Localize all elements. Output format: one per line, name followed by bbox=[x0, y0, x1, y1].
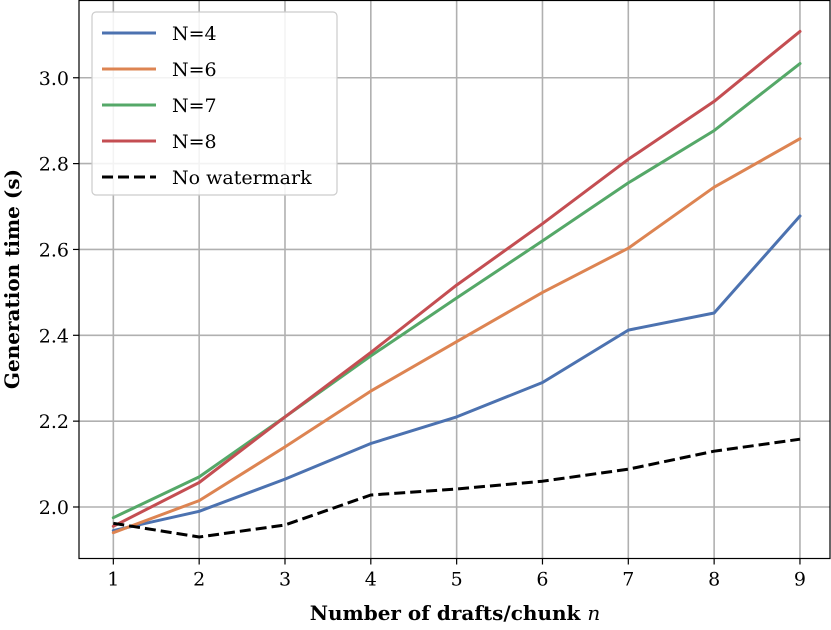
plot-area-frame bbox=[78, 0, 831, 560]
x-tick-label: 9 bbox=[794, 569, 806, 591]
y-axis-label: Generation time (s) bbox=[0, 169, 24, 389]
legend-label: N=4 bbox=[172, 23, 217, 45]
x-tick-label: 3 bbox=[279, 569, 291, 591]
gridlines bbox=[79, 0, 830, 559]
series-lines bbox=[111, 29, 802, 539]
legend-label: N=8 bbox=[172, 131, 217, 153]
y-tick-label: 2.0 bbox=[39, 497, 69, 519]
legend-label: N=6 bbox=[172, 59, 217, 81]
series-line-n-6 bbox=[111, 137, 802, 535]
x-tick-label: 7 bbox=[622, 569, 634, 591]
x-tick-label: 5 bbox=[451, 569, 463, 591]
y-tick-label: 2.8 bbox=[39, 154, 69, 176]
legend-box bbox=[91, 11, 338, 196]
x-tick-label: 1 bbox=[107, 569, 119, 591]
y-axis-ticks: 2.0 2.2 2.4 2.6 2.8 3.0 bbox=[39, 68, 79, 519]
x-tick-label: 4 bbox=[365, 569, 377, 591]
x-axis-label: Number of drafts/chunk n bbox=[310, 601, 601, 625]
x-tick-label: 8 bbox=[708, 569, 720, 591]
series-line-n-7 bbox=[111, 62, 802, 520]
y-tick-label: 3.0 bbox=[39, 68, 69, 90]
legend-label: N=7 bbox=[172, 95, 217, 117]
series-line-n-4 bbox=[111, 214, 802, 533]
series-line-no-watermark bbox=[113, 437, 801, 539]
y-tick-label: 2.2 bbox=[39, 411, 69, 433]
legend: N=4 N=6 N=7 N=8 No watermark bbox=[91, 11, 338, 196]
x-tick-label: 2 bbox=[193, 569, 205, 591]
legend-label: No watermark bbox=[172, 167, 312, 189]
x-axis-ticks: 1 2 3 4 5 6 7 8 9 bbox=[107, 558, 806, 591]
y-tick-label: 2.6 bbox=[39, 239, 69, 261]
series-line-n-8 bbox=[111, 29, 802, 528]
x-tick-label: 6 bbox=[536, 569, 548, 591]
y-tick-label: 2.4 bbox=[39, 325, 69, 347]
